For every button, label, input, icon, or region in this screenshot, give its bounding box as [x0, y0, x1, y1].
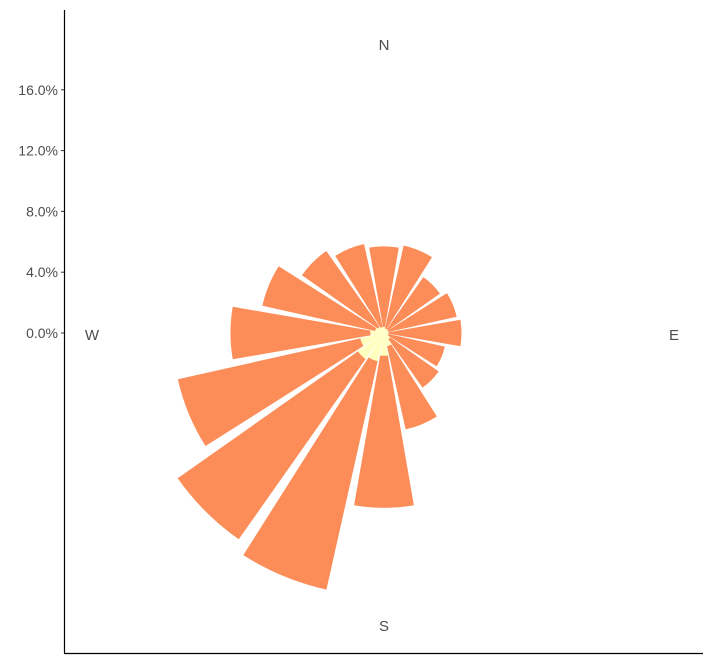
petal-ene-band-2: [387, 293, 457, 332]
petal-nne-band-2: [385, 245, 432, 330]
petal-nnw-band-1: [380, 327, 384, 333]
radial-tick-label: 16.0%: [18, 82, 58, 98]
petal-wnw-band-2: [262, 266, 377, 331]
petal-n-band-1: [382, 326, 386, 333]
petal-ssw-band-1: [368, 333, 384, 362]
wind-rose-petals: [177, 244, 462, 590]
radial-tick-label: 0.0%: [26, 325, 58, 341]
petal-wsw-band-2: [177, 338, 364, 447]
petal-se-band-2: [388, 337, 439, 388]
compass-label-south: S: [379, 618, 389, 635]
petal-nnw-band-2: [335, 244, 383, 328]
petal-wnw-band-1: [375, 328, 384, 333]
petal-wsw-band-1: [360, 333, 384, 347]
petal-nw-band-1: [377, 326, 384, 333]
petal-w-band-1: [370, 330, 384, 336]
petal-sse-band-2: [387, 344, 437, 430]
petal-s-band-2: [354, 355, 414, 508]
petal-ssw-band-2: [243, 357, 378, 590]
petal-n-band-2: [369, 246, 399, 328]
petal-ne-band-2: [386, 277, 440, 331]
petal-ne-band-1: [384, 329, 388, 333]
radial-tick-label: 12.0%: [18, 143, 58, 159]
petal-sse-band-1: [384, 333, 392, 347]
petal-ene-band-1: [384, 330, 389, 333]
radial-tick-label: 8.0%: [26, 203, 58, 219]
petal-e-band-1: [384, 332, 389, 334]
radial-tick-label: 4.0%: [26, 264, 58, 280]
radial-axis: 0.0% 4.0% 8.0% 12.0% 16.0%: [18, 10, 66, 653]
compass-label-north: N: [379, 37, 390, 54]
petal-nne-band-1: [384, 328, 387, 333]
petal-ese-band-2: [387, 334, 445, 367]
petal-w-band-2: [230, 306, 371, 360]
petal-nw-band-2: [301, 250, 380, 329]
radial-axis-ticks: 0.0% 4.0% 8.0% 12.0% 16.0%: [18, 82, 65, 341]
compass-label-east: E: [669, 327, 679, 344]
petal-se-band-1: [384, 333, 391, 340]
petal-s-band-1: [380, 333, 388, 356]
petal-sw-band-2: [177, 351, 366, 540]
petal-ese-band-1: [384, 333, 389, 336]
petal-sw-band-1: [357, 333, 384, 360]
petal-e-band-2: [388, 319, 462, 347]
compass-label-west: W: [85, 327, 100, 344]
